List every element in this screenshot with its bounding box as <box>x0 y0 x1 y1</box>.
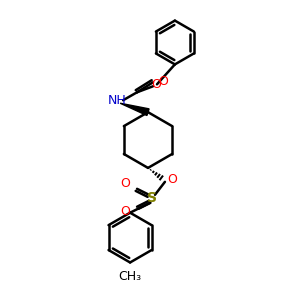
Polygon shape <box>120 103 149 116</box>
Text: O: O <box>167 173 177 186</box>
Text: O: O <box>151 78 161 91</box>
Text: O: O <box>158 75 168 88</box>
Text: O: O <box>120 205 130 218</box>
Text: CH₃: CH₃ <box>118 270 142 284</box>
Text: O: O <box>120 177 130 190</box>
Text: NH: NH <box>108 94 127 107</box>
Text: S: S <box>147 191 157 205</box>
